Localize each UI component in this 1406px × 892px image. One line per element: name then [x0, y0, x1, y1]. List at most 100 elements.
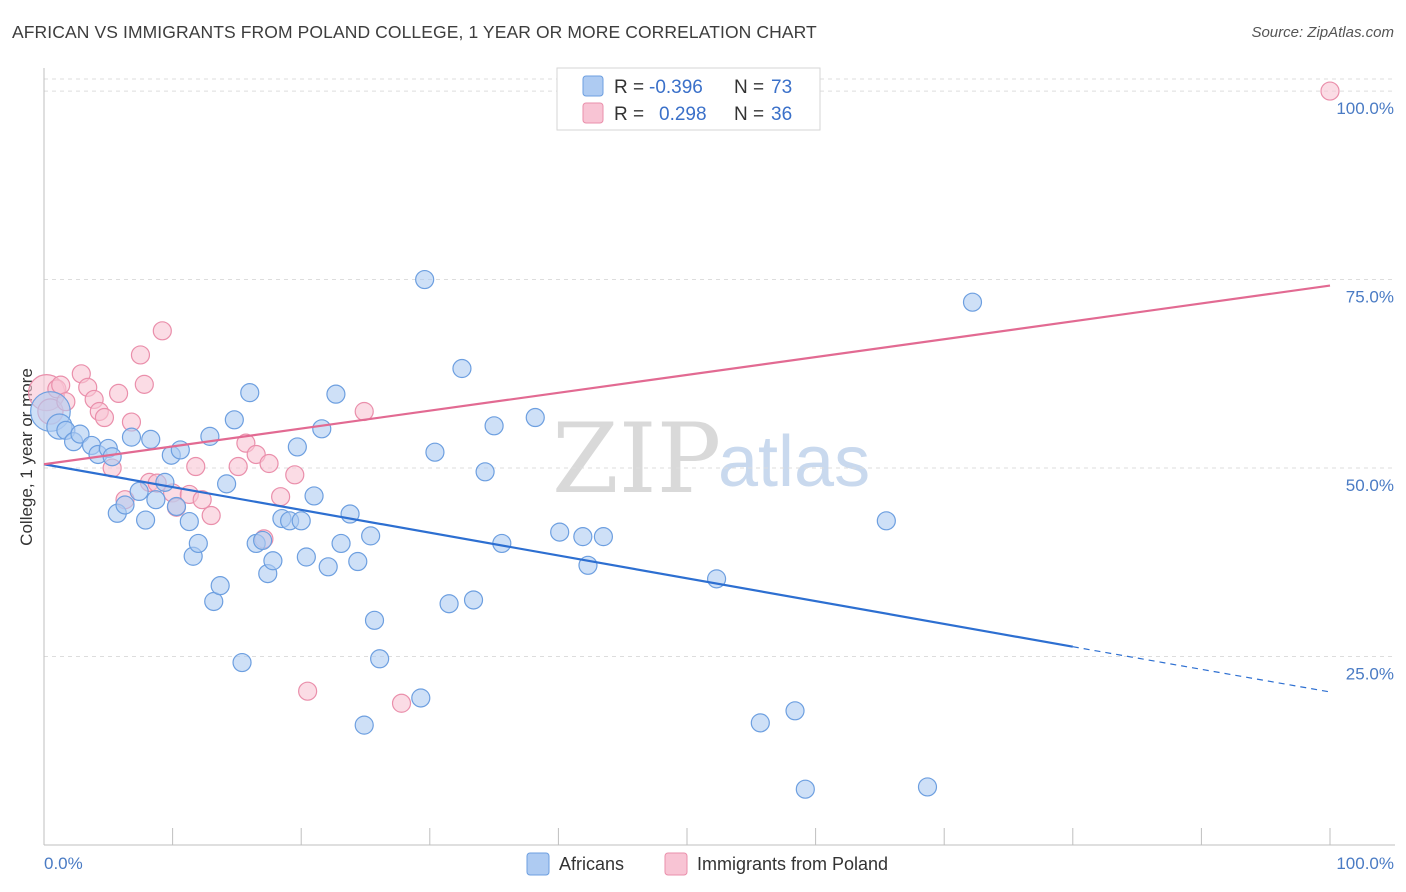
poland-trend-line: [43, 284, 1331, 466]
africans-point: [785, 701, 805, 721]
y-tick-labels: 25.0% 50.0% 75.0% 100.0%: [1336, 99, 1394, 683]
africans-point: [452, 358, 472, 379]
africans-point: [962, 292, 983, 312]
bottom-legend-africans: Africans: [559, 854, 624, 874]
legend-r-value: 0.298: [659, 104, 707, 125]
africans-point: [240, 383, 260, 403]
legend-swatch-poland: [582, 102, 604, 124]
africans-point: [550, 522, 570, 542]
legend-n-value: 73: [771, 77, 792, 98]
poland-point: [298, 681, 318, 701]
africans-point: [155, 472, 175, 492]
poland-point: [51, 375, 71, 395]
legend-n-label: N =: [734, 77, 764, 98]
africans-point: [917, 777, 938, 797]
africans-point: [425, 442, 445, 462]
legend-n-value: 36: [771, 104, 792, 125]
africans-point: [463, 590, 484, 610]
series-africans-points: [30, 269, 983, 799]
africans-point: [312, 419, 332, 439]
africans-point: [876, 511, 896, 531]
africans-point: [121, 427, 142, 447]
poland-point: [186, 456, 206, 477]
africans-point: [348, 551, 368, 572]
africans-point: [210, 576, 230, 596]
series-legend: Africans Immigrants from Poland: [526, 852, 888, 876]
chart-title: AFRICAN VS IMMIGRANTS FROM POLAND COLLEG…: [12, 22, 817, 42]
africans-point: [411, 688, 431, 708]
legend-r-value: -0.396: [649, 77, 703, 98]
watermark: ZIP atlas: [552, 403, 870, 515]
poland-point: [228, 456, 248, 477]
x-tick-label-max: 100.0%: [1336, 854, 1394, 873]
series-poland-points: [27, 81, 1340, 713]
africans-trend-extension: [1072, 646, 1331, 693]
legend-swatch-africans: [582, 75, 604, 97]
y-tick-label: 50.0%: [1346, 476, 1394, 495]
africans-point: [129, 481, 149, 502]
poland-point: [201, 505, 221, 526]
africans-point: [188, 533, 208, 554]
africans-point: [525, 407, 545, 428]
source-credit: Source: ZipAtlas.com: [1251, 24, 1394, 41]
bottom-legend-swatch-poland: [664, 852, 688, 876]
legend-r-label: R =: [614, 104, 644, 125]
watermark-atlas: atlas: [718, 422, 870, 502]
africans-point: [318, 557, 338, 577]
watermark-zip: ZIP: [552, 403, 721, 515]
africans-point: [370, 649, 390, 669]
africans-point: [484, 416, 504, 436]
africans-point: [364, 610, 385, 630]
africans-point: [141, 429, 161, 449]
poland-point: [271, 487, 291, 507]
x-tick-label-min: 0.0%: [44, 854, 83, 873]
poland-point: [94, 407, 115, 428]
legend-n-label: N =: [734, 104, 764, 125]
africans-point: [217, 474, 237, 494]
africans-point: [795, 779, 815, 799]
africans-point: [361, 526, 381, 546]
africans-point: [296, 547, 316, 567]
africans-point: [70, 424, 90, 444]
poland-point: [152, 321, 172, 341]
africans-point: [115, 495, 135, 515]
africans-point: [287, 437, 307, 457]
stats-legend: R = -0.396 N = 73 R = 0.298 N = 36: [556, 67, 821, 131]
y-tick-label: 100.0%: [1336, 99, 1394, 118]
africans-point: [354, 715, 374, 735]
poland-point: [134, 374, 154, 394]
africans-point: [304, 486, 324, 506]
africans-trend-line: [43, 463, 1073, 648]
x-axis-ticks: [43, 828, 1331, 845]
africans-point: [439, 594, 459, 614]
poland-point: [259, 453, 279, 474]
poland-point: [391, 693, 412, 713]
poland-point: [192, 490, 212, 510]
africans-point: [415, 269, 435, 290]
poland-point: [285, 465, 305, 485]
y-tick-label: 25.0%: [1346, 665, 1394, 684]
africans-point: [291, 511, 311, 531]
africans-point: [593, 527, 614, 547]
africans-point: [253, 530, 273, 551]
bottom-legend-swatch-africans: [526, 852, 550, 876]
africans-point: [179, 511, 199, 532]
africans-point: [232, 652, 252, 673]
africans-point: [146, 490, 166, 510]
africans-point: [750, 713, 770, 733]
poland-point: [130, 345, 151, 365]
africans-point: [263, 551, 283, 571]
poland-point: [1320, 81, 1340, 101]
africans-point: [573, 527, 593, 547]
africans-point: [166, 496, 187, 517]
legend-r-label: R =: [614, 77, 644, 98]
poland-point: [108, 383, 129, 404]
africans-point: [331, 533, 351, 554]
bottom-legend-poland: Immigrants from Poland: [697, 854, 888, 874]
trend-lines: [43, 284, 1331, 693]
africans-point: [475, 462, 495, 482]
y-tick-label: 75.0%: [1346, 288, 1394, 307]
africans-point: [224, 410, 244, 430]
africans-point: [135, 510, 156, 530]
